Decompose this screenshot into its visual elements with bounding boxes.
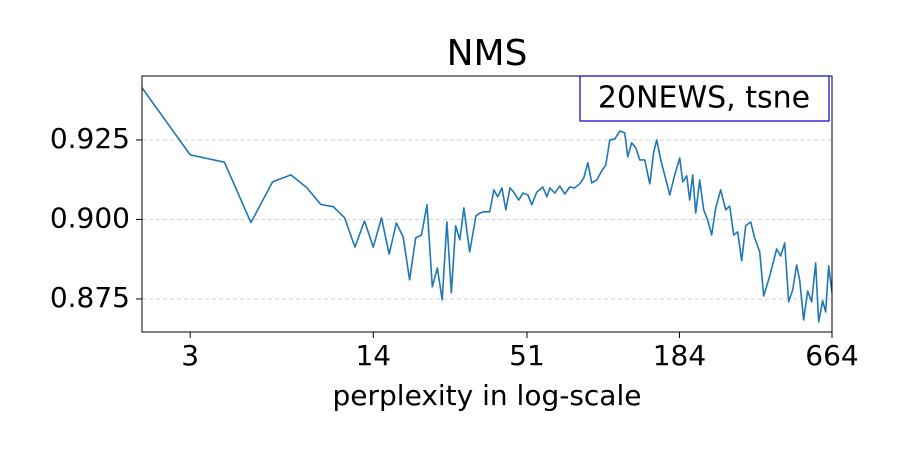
x-tick-label: 3: [181, 339, 199, 372]
data-line: [142, 87, 832, 323]
annotation-box: [579, 75, 830, 122]
x-tick-label: 664: [805, 339, 858, 372]
plot-frame: [141, 75, 833, 333]
y-tick-label: 0.925: [50, 122, 130, 155]
x-tick-label: 14: [355, 339, 391, 372]
y-tick-label: 0.875: [50, 281, 130, 314]
x-tick-label: 51: [509, 339, 545, 372]
annotation: 20NEWS, tsne: [598, 81, 810, 116]
x-axis-label: perplexity in log-scale: [333, 379, 642, 412]
x-tick-label: 184: [653, 339, 706, 372]
y-tick-label: 0.900: [50, 201, 130, 234]
chart-title: NMS: [447, 33, 528, 74]
